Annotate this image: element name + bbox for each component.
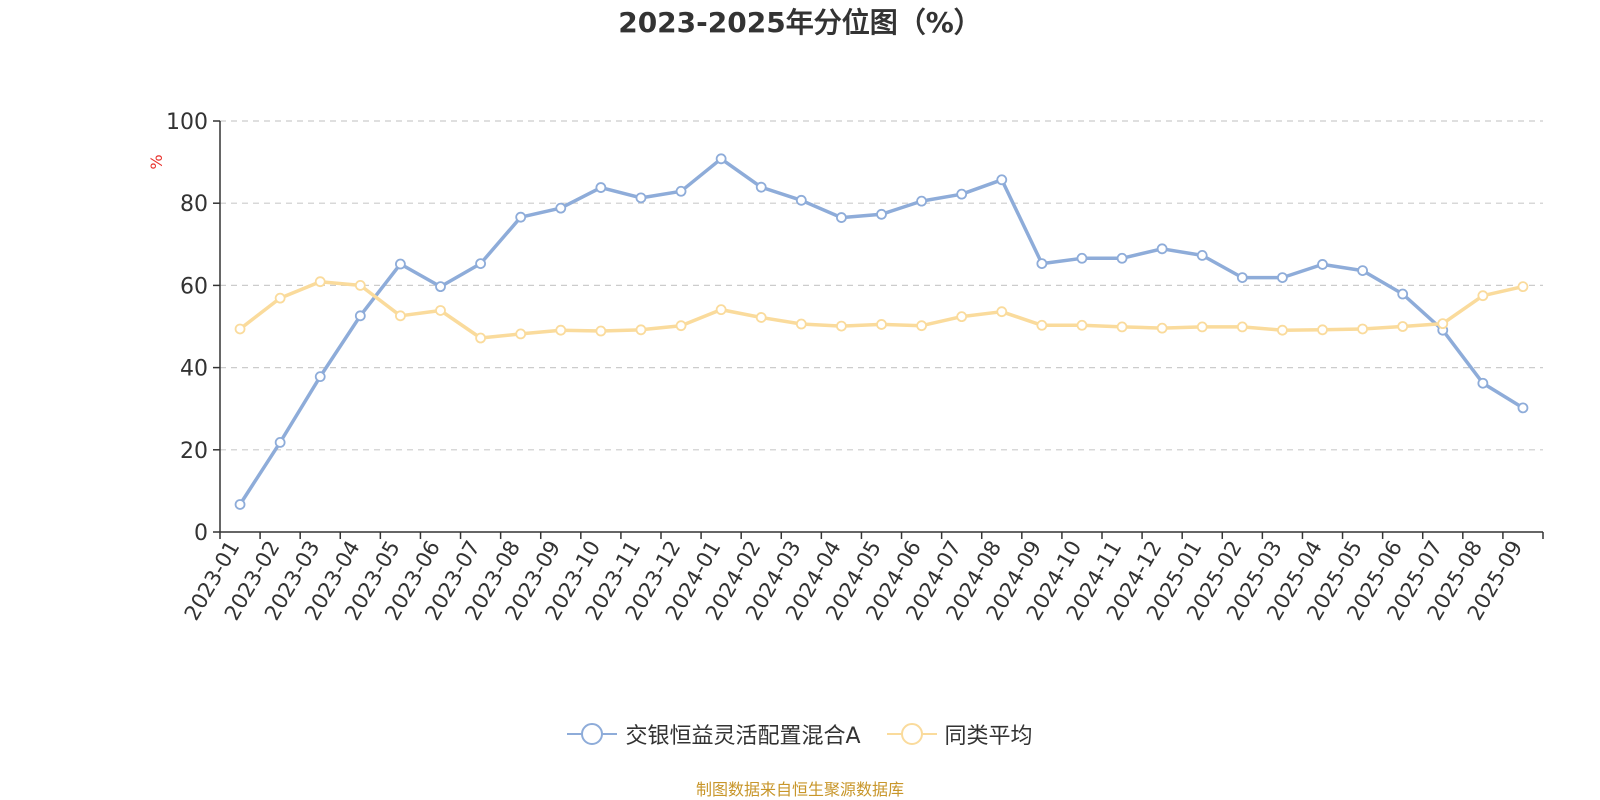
- data-point: [1477, 377, 1489, 389]
- data-point: [755, 181, 767, 193]
- data-point: [515, 211, 527, 223]
- y-tick-label: 0: [194, 521, 208, 546]
- data-source-note: 制图数据来自恒生聚源数据库: [695, 780, 904, 799]
- data-point: [1397, 288, 1409, 300]
- y-tick-label: 100: [166, 110, 208, 135]
- x-axis-ticks: 2023-012023-022023-032023-042023-052023-…: [180, 532, 1544, 624]
- y-tick-label: 80: [180, 192, 208, 217]
- legend-marker-peer-average-icon: [886, 723, 937, 745]
- data-point: [916, 320, 927, 332]
- legend-item-fund[interactable]: 交银恒益灵活配置混合A: [567, 718, 861, 750]
- data-point: [1236, 272, 1248, 283]
- data-point: [795, 318, 807, 330]
- data-point: [1517, 402, 1529, 414]
- y-tick-label: 40: [180, 357, 208, 382]
- data-point: [836, 320, 847, 332]
- data-point: [475, 332, 486, 344]
- data-point: [354, 310, 366, 322]
- data-point: [715, 153, 727, 165]
- data-point: [435, 281, 446, 293]
- data-point: [1196, 249, 1208, 261]
- data-point: [1477, 290, 1489, 302]
- y-tick-label: 60: [180, 274, 208, 299]
- data-point: [274, 292, 286, 304]
- series-0: [234, 153, 1529, 510]
- data-point: [956, 188, 968, 200]
- chart-title: 2023-2025年分位图（%）: [618, 6, 982, 39]
- data-point: [1236, 321, 1248, 333]
- data-point: [635, 192, 647, 204]
- data-point: [1277, 324, 1288, 336]
- data-point: [595, 325, 607, 337]
- data-point: [1036, 319, 1048, 331]
- y-axis-ticks: 0 20 40 60 80 100: [166, 110, 220, 546]
- data-point: [1397, 321, 1409, 332]
- legend-item-peer-average[interactable]: 同类平均: [886, 718, 1033, 750]
- data-point: [314, 371, 326, 383]
- data-point: [1036, 258, 1048, 270]
- data-point: [515, 328, 527, 340]
- data-point: [956, 311, 968, 323]
- data-point: [395, 258, 406, 270]
- data-point: [996, 306, 1008, 318]
- data-point: [274, 437, 286, 448]
- y-axis-label: %: [147, 154, 166, 169]
- data-point: [916, 195, 927, 207]
- data-point: [555, 202, 567, 214]
- legend: 交银恒益灵活配置混合A 同类平均: [0, 718, 1600, 750]
- data-point: [836, 212, 847, 223]
- data-point: [1277, 272, 1288, 283]
- data-point: [1317, 259, 1328, 270]
- data-point: [876, 208, 887, 220]
- legend-label-peer-average: 同类平均: [944, 724, 1033, 749]
- data-point: [354, 279, 366, 291]
- data-point: [715, 304, 727, 316]
- data-point: [555, 324, 567, 336]
- data-point: [635, 324, 647, 336]
- legend-label-fund: 交银恒益灵活配置混合A: [625, 724, 861, 749]
- y-gridlines: [220, 120, 1543, 451]
- data-point: [1156, 243, 1168, 255]
- data-point: [1116, 321, 1128, 333]
- y-tick-label: 20: [180, 439, 208, 464]
- data-point: [876, 319, 887, 330]
- data-point: [1116, 252, 1128, 264]
- data-point: [595, 182, 607, 193]
- data-point: [1076, 252, 1088, 264]
- data-point: [1357, 265, 1368, 277]
- data-point: [675, 185, 687, 197]
- data-point: [395, 310, 406, 322]
- data-point: [1517, 281, 1529, 293]
- data-point: [314, 276, 326, 288]
- data-point: [475, 258, 486, 270]
- data-point: [1156, 322, 1168, 334]
- data-point: [234, 323, 246, 335]
- data-point: [996, 174, 1008, 186]
- data-point: [795, 194, 807, 206]
- data-point: [755, 312, 767, 323]
- data-point: [1196, 321, 1208, 333]
- data-point: [435, 305, 446, 316]
- data-point: [1317, 324, 1328, 336]
- series-1: [234, 276, 1529, 344]
- data-point: [1076, 319, 1088, 331]
- data-point: [1437, 318, 1449, 330]
- legend-marker-fund-icon: [567, 723, 618, 745]
- data-point: [675, 320, 687, 332]
- data-point: [234, 499, 246, 510]
- data-point: [1357, 323, 1368, 335]
